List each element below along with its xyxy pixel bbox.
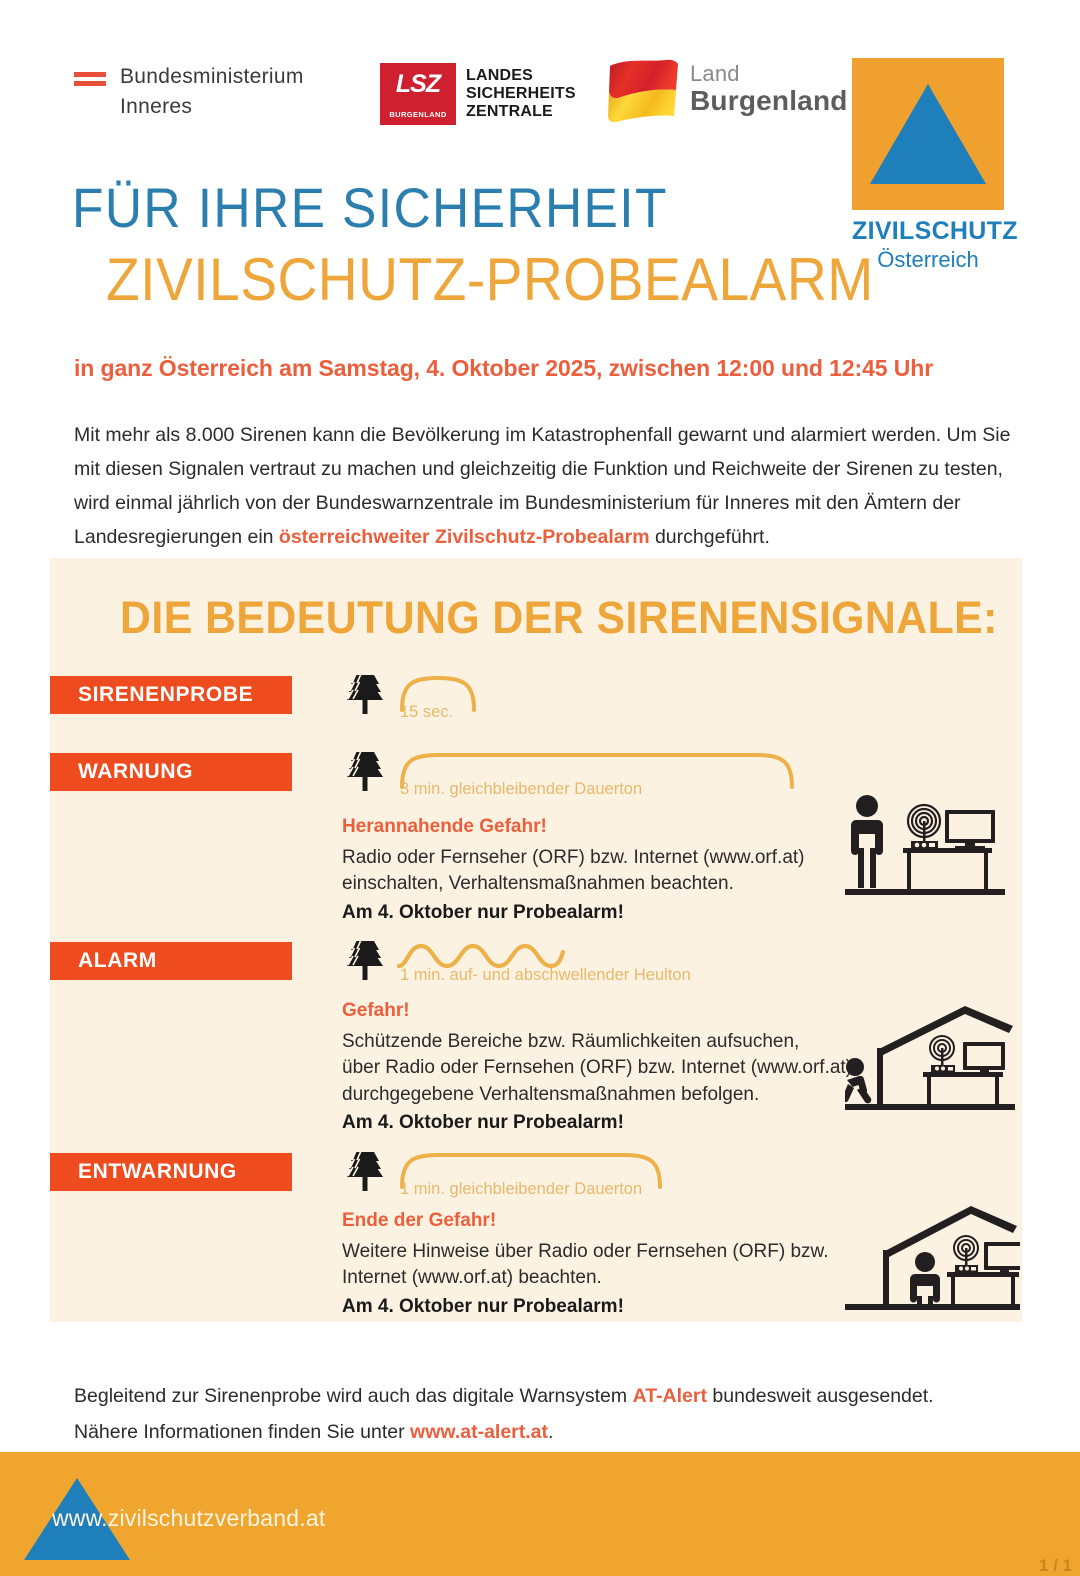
panel-title: DIE BEDEUTUNG DER SIRENENSIGNALE: — [120, 592, 998, 643]
siren-icon — [347, 750, 383, 791]
signal-body-line: einschalten, Verhaltensmaßnahmen beachte… — [342, 873, 734, 894]
signal-body-line: durchgegebene Verhaltensmaßnahmen befolg… — [342, 1083, 760, 1105]
bmi-line1: Bundesministerium — [120, 65, 304, 88]
badge-label: ALARM — [78, 949, 157, 972]
bundesministerium-logo: Bundesministerium Inneres — [74, 62, 304, 122]
burgenland-wordmark: Land Burgenland — [690, 63, 848, 119]
signal-body-line: über Radio oder Fernsehen (ORF) bzw. Int… — [342, 1057, 853, 1078]
signal-body-line: Internet (www.orf.at) beachten. — [342, 1267, 602, 1288]
burgenland-line2: Burgenland — [690, 85, 848, 116]
signal-note: Am 4. Oktober nur Probealarm! — [342, 901, 624, 923]
siren-icon — [347, 939, 383, 980]
lsz-mark-region: BURGENLAND — [389, 110, 447, 119]
signal-note: Am 4. Oktober nur Probealarm! — [342, 1295, 624, 1317]
zivilschutz-triangle-icon — [852, 58, 1004, 210]
outro-line2-part2: . — [548, 1420, 554, 1443]
signal-curve-entwarnung — [400, 1153, 662, 1189]
badge-label: ENTWARNUNG — [78, 1160, 237, 1183]
person-standing-in-house-with-radio-and-tv-icon — [845, 1206, 1020, 1310]
page-title-secondary: ZIVILSCHUTZ-PROBEALARM — [106, 246, 874, 313]
siren-icon — [347, 1150, 383, 1191]
signal-heading: Ende der Gefahr! — [342, 1210, 497, 1231]
zivilschutz-wordmark: ZIVILSCHUTZ Österreich — [852, 217, 1018, 273]
event-date-line: in ganz Österreich am Samstag, 4. Oktobe… — [74, 355, 934, 381]
lsz-line2: SICHERHEITS — [466, 85, 576, 102]
outro-line1-part2: bundesweit ausgesendet. — [706, 1384, 934, 1407]
siren-icon — [347, 673, 383, 714]
signal-body-line: Radio oder Fernseher (ORF) bzw. Internet… — [342, 846, 805, 868]
signal-body-line: Weitere Hinweise über Radio oder Fernseh… — [342, 1240, 829, 1262]
signal-caption-warnung: 3 min. gleichbleibender Dauerton — [400, 780, 643, 798]
lsz-mark-icon: LSZ BURGENLAND — [380, 63, 456, 125]
page-number: 1 / 1 — [1038, 1556, 1072, 1575]
footer-url-link[interactable]: www.zivilschutzverband.at — [52, 1505, 326, 1531]
intro-highlight: österreichweiter Zivilschutz-Probealarm — [278, 525, 650, 548]
signal-curve-warnung — [400, 753, 794, 789]
lsz-logo: LSZ BURGENLAND LANDES SICHERHEITS ZENTRA… — [380, 63, 576, 125]
signal-caption-sirenenprobe: 15 sec. — [400, 703, 454, 721]
burgenland-line1: Land — [690, 61, 740, 86]
intro-part2: durchgeführt. — [649, 525, 770, 548]
badge-label: SIRENENPROBE — [78, 683, 254, 706]
signal-note: Am 4. Oktober nur Probealarm! — [342, 1112, 624, 1133]
signal-text-alarm: Gefahr! Schützende Bereiche bzw. Räumlic… — [342, 998, 902, 1137]
signal-badge-sirenenprobe: SIRENENPROBE — [50, 676, 292, 714]
signal-curve-alarm — [396, 943, 566, 969]
zivilschutz-triangle-icon — [24, 1478, 130, 1560]
zivilschutz-logo: ZIVILSCHUTZ Österreich — [852, 58, 1018, 273]
signal-badge-warnung: WARNUNG — [50, 753, 292, 791]
lsz-line1: LANDES — [466, 67, 533, 84]
signal-badge-entwarnung: ENTWARNUNG — [50, 1153, 292, 1191]
signal-badge-alarm: ALARM — [50, 942, 292, 980]
austrian-flag-icon — [74, 72, 106, 86]
bmi-line2: Inneres — [120, 95, 193, 118]
person-standing-at-desk-with-radio-and-tv-icon — [845, 795, 1005, 895]
signal-heading: Herannahende Gefahr! — [342, 816, 547, 837]
signal-body-line: Schützende Bereiche bzw. Räumlichkeiten … — [342, 1030, 800, 1052]
signal-caption-alarm: 1 min. auf- und abschwellender Heulton — [400, 966, 691, 984]
intro-part1: Mit mehr als 8.000 Sirenen kann die Bevö… — [74, 423, 1011, 548]
signal-text-entwarnung: Ende der Gefahr! Weitere Hinweise über R… — [342, 1208, 882, 1320]
zivilschutz-line1: ZIVILSCHUTZ — [852, 217, 1018, 245]
signal-caption-entwarnung: 1 min. gleichbleibender Dauerton — [400, 1180, 643, 1198]
footer-bar: 1 / 1 — [0, 1452, 1080, 1576]
person-walking-into-house-with-radio-and-tv-icon — [845, 1006, 1015, 1110]
outro-line1-highlight: AT-Alert — [632, 1384, 707, 1407]
sirenensignale-panel: DIE BEDEUTUNG DER SIRENENSIGNALE: SIRENE… — [50, 558, 1022, 1322]
outro-line1-part1: Begleitend zur Sirenenprobe wird auch da… — [74, 1384, 633, 1407]
intro-paragraph: Mit mehr als 8.000 Sirenen kann die Bevö… — [74, 418, 1020, 554]
outro-line2-part1: Nähere Informationen finden Sie unter — [74, 1420, 411, 1443]
land-burgenland-logo: Land Burgenland — [604, 58, 848, 124]
lsz-line3: ZENTRALE — [466, 103, 553, 120]
signal-text-warnung: Herannahende Gefahr! Radio oder Fernsehe… — [342, 814, 862, 926]
lsz-wordmark: LANDES SICHERHEITS ZENTRALE — [466, 67, 576, 121]
signal-heading: Gefahr! — [342, 1000, 410, 1021]
badge-label: WARNUNG — [78, 760, 194, 783]
zivilschutz-line2: Österreich — [877, 247, 979, 272]
logo-bar: Bundesministerium Inneres LSZ BURGENLAND… — [0, 0, 1080, 272]
burgenland-flag-icon — [608, 59, 678, 123]
lsz-mark-initials: LSZ — [395, 70, 441, 98]
outro-paragraph: Begleitend zur Sirenenprobe wird auch da… — [74, 1378, 1020, 1450]
signal-curve-sirenenprobe — [400, 675, 476, 712]
at-alert-link[interactable]: www.at-alert.at — [410, 1420, 549, 1443]
bundesministerium-label: Bundesministerium Inneres — [120, 62, 304, 122]
page-title-primary: FÜR IHRE SICHERHEIT — [72, 176, 668, 239]
